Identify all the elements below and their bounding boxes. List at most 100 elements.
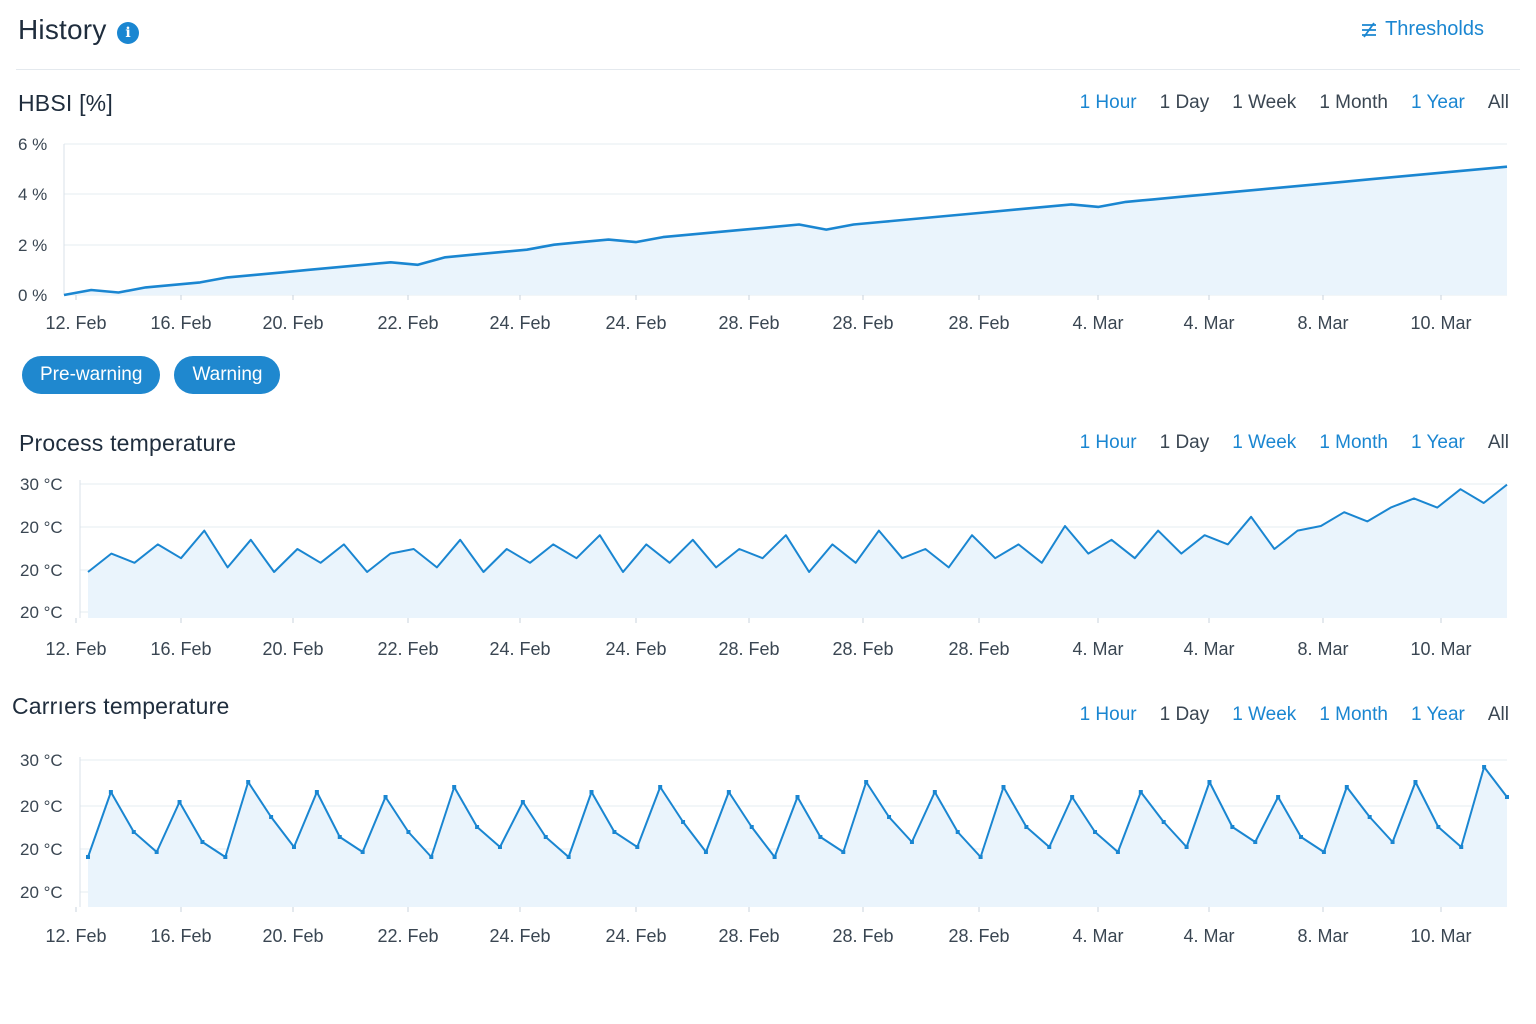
data-point — [1115, 850, 1120, 854]
x-tick-label: 20. Feb — [262, 639, 323, 659]
data-point — [887, 815, 892, 819]
data-point — [1161, 820, 1166, 824]
x-tick-label: 24. Feb — [605, 313, 666, 333]
y-tick-label: 20 °C — [20, 603, 63, 622]
x-tick-label: 28. Feb — [948, 313, 1009, 333]
data-point — [818, 835, 823, 839]
data-point — [681, 820, 686, 824]
data-point — [543, 835, 548, 839]
y-tick-label: 2 % — [18, 236, 47, 255]
series-line — [63, 165, 1508, 297]
thresholds-button[interactable]: Thresholds — [1359, 18, 1484, 41]
data-point — [246, 780, 251, 784]
y-tick-label: 20 °C — [20, 797, 63, 816]
y-tick-label: 20 °C — [20, 518, 63, 537]
range-1-day[interactable]: 1 Day — [1159, 432, 1210, 453]
x-tick-label: 22. Feb — [377, 639, 438, 659]
data-point — [1093, 830, 1098, 834]
data-point — [1367, 815, 1372, 819]
x-tick-label: 24. Feb — [489, 926, 550, 946]
x-tick-label: 24. Feb — [605, 926, 666, 946]
carriers-temperature-title: Carrıers temperature — [12, 693, 230, 719]
pre-warning-chip[interactable]: Pre-warning — [22, 356, 161, 394]
range-1-week[interactable]: 1 Week — [1232, 704, 1297, 725]
data-point — [1070, 795, 1075, 799]
hbsi-chart: 6 % 4 % 2 % 0 % 12. Feb 16. Feb 20. Feb 22. Feb… — [18, 135, 1508, 333]
range-1-month[interactable]: 1 Month — [1319, 704, 1388, 725]
range-all[interactable]: All — [1487, 704, 1509, 725]
range-1-hour[interactable]: 1 Hour — [1079, 704, 1137, 725]
x-tick-label: 20. Feb — [262, 926, 323, 946]
y-tick-label: 30 °C — [20, 475, 63, 494]
x-tick-label: 16. Feb — [150, 926, 211, 946]
data-point — [635, 845, 640, 849]
data-point — [1138, 790, 1143, 794]
data-point — [1413, 780, 1418, 784]
data-point — [86, 855, 90, 859]
data-point — [864, 780, 869, 784]
data-point — [703, 850, 708, 854]
range-1-day[interactable]: 1 Day — [1159, 704, 1210, 725]
process-temperature-chart: 30 °C 20 °C 20 °C 20 °C 12. Feb 16. Feb 20. Fe… — [20, 475, 1508, 659]
x-tick-label: 4. Mar — [1072, 926, 1123, 946]
y-tick-label: 20 °C — [20, 561, 63, 580]
data-point — [795, 795, 800, 799]
x-tick-label: 28. Feb — [948, 926, 1009, 946]
x-tick-label: 28. Feb — [718, 639, 779, 659]
carriers-temperature-chart: 30 °C 20 °C 20 °C 20 °C 12. Feb 16. Feb 20. Fe… — [20, 751, 1509, 946]
x-tick-label: 24. Feb — [605, 639, 666, 659]
range-1-day[interactable]: 1 Day — [1159, 92, 1210, 113]
thresholds-label: Thresholds — [1385, 18, 1484, 40]
range-1-month[interactable]: 1 Month — [1319, 432, 1388, 453]
x-tick-label: 28. Feb — [832, 313, 893, 333]
data-point — [1344, 785, 1349, 789]
range-all[interactable]: All — [1487, 432, 1509, 453]
x-tick-label: 24. Feb — [489, 313, 550, 333]
data-point — [1505, 795, 1509, 799]
range-1-hour[interactable]: 1 Hour — [1079, 92, 1137, 113]
data-point — [154, 850, 159, 854]
info-icon[interactable]: i — [117, 22, 139, 44]
data-point — [1321, 850, 1326, 854]
data-point — [1253, 840, 1258, 844]
x-tick-label: 28. Feb — [832, 639, 893, 659]
range-1-week[interactable]: 1 Week — [1232, 92, 1297, 113]
data-point — [520, 800, 525, 804]
range-1-hour[interactable]: 1 Hour — [1079, 432, 1137, 453]
data-point — [1390, 840, 1395, 844]
x-tick-label: 4. Mar — [1072, 313, 1123, 333]
data-point — [291, 845, 296, 849]
process-range-selector: 1 Hour 1 Day 1 Week 1 Month 1 Year All — [1057, 432, 1509, 454]
range-all[interactable]: All — [1487, 92, 1509, 113]
x-tick-label: 28. Feb — [832, 926, 893, 946]
carriers-range-selector: 1 Hour 1 Day 1 Week 1 Month 1 Year All — [1057, 704, 1509, 726]
warning-chip[interactable]: Warning — [174, 356, 281, 394]
range-1-week[interactable]: 1 Week — [1232, 432, 1297, 453]
data-point — [1001, 785, 1006, 789]
x-tick-label: 12. Feb — [45, 639, 106, 659]
hbsi-range-selector: 1 Hour 1 Day 1 Week 1 Month 1 Year All — [1057, 92, 1509, 114]
data-point — [1436, 825, 1441, 829]
data-point — [177, 800, 182, 804]
page-title: History — [18, 14, 107, 45]
data-point — [612, 830, 617, 834]
range-1-year[interactable]: 1 Year — [1410, 704, 1465, 725]
range-1-month[interactable]: 1 Month — [1319, 92, 1388, 113]
x-tick-label: 12. Feb — [45, 313, 106, 333]
data-point — [726, 790, 731, 794]
data-point — [658, 785, 663, 789]
x-tick-label: 10. Mar — [1410, 926, 1471, 946]
x-tick-label: 4. Mar — [1183, 313, 1234, 333]
range-1-year[interactable]: 1 Year — [1410, 92, 1465, 113]
x-tick-label: 16. Feb — [150, 313, 211, 333]
x-tick-label: 4. Mar — [1072, 639, 1123, 659]
x-tick-label: 28. Feb — [718, 926, 779, 946]
x-tick-label: 22. Feb — [377, 313, 438, 333]
x-tick-label: 12. Feb — [45, 926, 106, 946]
y-tick-label: 6 % — [18, 135, 47, 154]
data-point — [589, 790, 594, 794]
y-tick-label: 0 % — [18, 286, 47, 305]
range-1-year[interactable]: 1 Year — [1410, 432, 1465, 453]
x-tick-label: 16. Feb — [150, 639, 211, 659]
hbsi-title: HBSI [%] — [18, 90, 113, 116]
